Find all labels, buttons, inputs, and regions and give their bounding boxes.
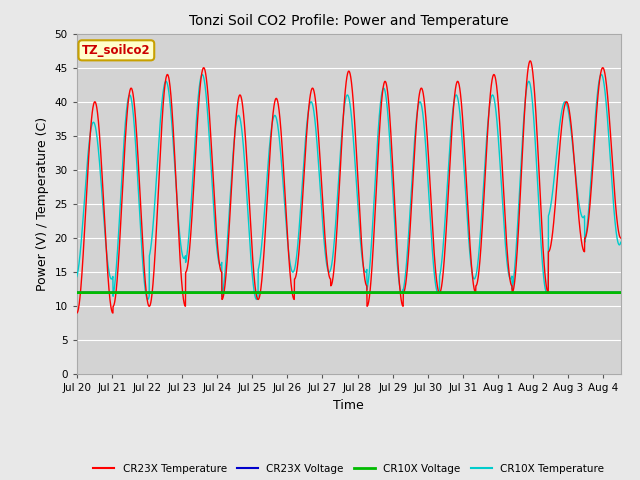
Text: TZ_soilco2: TZ_soilco2: [82, 44, 150, 57]
Legend: CR23X Temperature, CR23X Voltage, CR10X Voltage, CR10X Temperature: CR23X Temperature, CR23X Voltage, CR10X …: [90, 460, 608, 478]
X-axis label: Time: Time: [333, 399, 364, 412]
Y-axis label: Power (V) / Temperature (C): Power (V) / Temperature (C): [36, 117, 49, 291]
Title: Tonzi Soil CO2 Profile: Power and Temperature: Tonzi Soil CO2 Profile: Power and Temper…: [189, 14, 509, 28]
